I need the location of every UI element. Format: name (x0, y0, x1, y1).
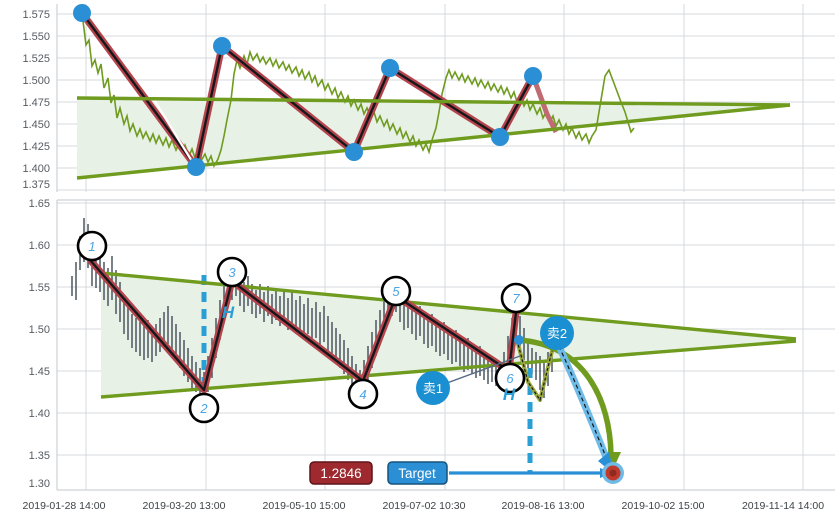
target-price-text: 1.2846 (320, 466, 361, 481)
y-tick-top-3: 1.500 (22, 75, 50, 87)
y-tick-bot-2: 1.55 (29, 282, 50, 294)
y-tick-bot-4: 1.45 (29, 366, 50, 378)
sell1-connector (446, 355, 521, 384)
pivot-label-2-text: 2 (199, 401, 208, 416)
pivot-label-3-text: 3 (228, 265, 236, 280)
sell-badge-2[interactable]: 卖2 (540, 316, 574, 350)
sell-badge-2-text: 卖2 (547, 326, 567, 341)
target-label-text: Target (398, 466, 436, 481)
x-tick-1: 2019-03-20 13:00 (143, 500, 226, 512)
x-tick-4: 2019-08-16 13:00 (502, 500, 585, 512)
y-tick-bot-7: 1.30 (29, 478, 50, 490)
pivot-label-1-text: 1 (88, 239, 95, 254)
bottom-lower-trendline (100, 339, 797, 399)
x-tick-6: 2019-11-14 14:00 (742, 500, 824, 512)
pivot-label-2[interactable]: 2 (188, 392, 220, 424)
top-price-line (81, 12, 635, 169)
x-tick-3: 2019-07-02 10:30 (383, 500, 466, 512)
y-tick-bot-3: 1.50 (29, 324, 50, 336)
x-tick-5: 2019-10-02 15:00 (622, 500, 705, 512)
y-tick-top-1: 1.550 (22, 31, 50, 43)
pivot-label-6[interactable]: 6 (494, 362, 526, 394)
pivot-label-6-text: 6 (506, 371, 514, 386)
pivot-label-3[interactable]: 3 (216, 256, 248, 288)
x-tick-0: 2019-01-28 14:00 (23, 500, 106, 512)
y-tick-top-0: 1.575 (22, 9, 50, 21)
bottom-upper-trendline (100, 271, 797, 341)
y-tick-bot-1: 1.60 (29, 240, 50, 252)
y-tick-top-4: 1.475 (22, 97, 50, 109)
pivot-label-5-text: 5 (392, 284, 400, 299)
y-tick-top-8: 1.375 (22, 179, 50, 191)
pivot-label-4[interactable]: 4 (347, 378, 379, 410)
target-label-badge[interactable]: Target (387, 461, 448, 485)
bottom-wedge-shape (101, 273, 793, 396)
pivot-label-7[interactable]: 7 (500, 282, 532, 314)
y-tick-bot-5: 1.40 (29, 408, 50, 420)
y-tick-bot-0: 1.65 (29, 198, 50, 210)
h-marker-2: H (503, 385, 516, 404)
pivot-label-1[interactable]: 1 (76, 230, 108, 262)
target-marker[interactable] (602, 462, 624, 484)
target-price-badge[interactable]: 1.2846 (309, 461, 373, 485)
y-tick-bot-6: 1.35 (29, 450, 50, 462)
h-marker-1: H (222, 303, 235, 322)
top-upper-trendline (76, 96, 791, 107)
sell-badge-1[interactable]: 卖1 (416, 371, 450, 405)
top-pivot-dots (73, 4, 542, 176)
y-tick-top-2: 1.525 (22, 53, 50, 65)
x-tick-2: 2019-05-10 15:00 (263, 500, 346, 512)
projection-arrow-green (518, 337, 614, 456)
sell-badge-1-text: 卖1 (423, 381, 443, 396)
pivot-label-5[interactable]: 5 (380, 275, 412, 307)
y-tick-top-7: 1.400 (22, 163, 50, 175)
y-tick-top-5: 1.450 (22, 119, 50, 131)
y-tick-top-6: 1.425 (22, 141, 50, 153)
pivot-label-4-text: 4 (359, 387, 366, 402)
pivot-label-7-text: 7 (512, 291, 520, 306)
